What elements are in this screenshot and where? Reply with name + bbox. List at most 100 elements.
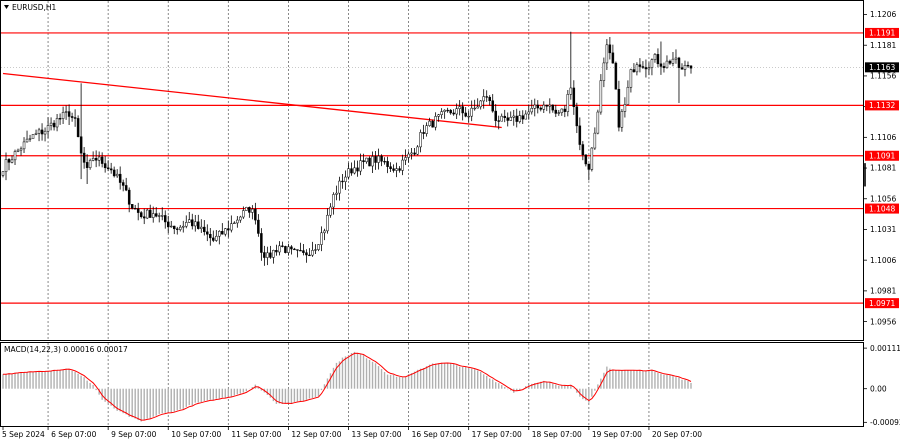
candle (611, 44, 615, 64)
current-price-label: 1.1163 (869, 63, 895, 72)
candle (383, 157, 386, 165)
candle (446, 107, 449, 113)
candle (410, 147, 413, 160)
time-tick-label: 6 Sep 07:00 (51, 430, 97, 439)
price-tick-label: 1.0981 (870, 287, 896, 296)
candle (320, 226, 323, 252)
candle (130, 204, 134, 210)
candle (440, 108, 443, 119)
candle (200, 219, 203, 233)
candle (188, 211, 191, 223)
candle (389, 162, 392, 173)
candle (434, 112, 437, 131)
candle (242, 206, 245, 219)
price-tick-label: 1.1156 (870, 72, 896, 81)
candle (566, 90, 570, 117)
candle (127, 187, 131, 213)
candle (55, 114, 59, 132)
candle (172, 225, 176, 235)
candle (527, 104, 531, 120)
current-price-box (865, 62, 899, 73)
level-label-box-0 (865, 27, 899, 38)
candle (662, 62, 666, 73)
candle (458, 100, 461, 116)
macd-tick-label: -0.00092 (870, 418, 900, 427)
candle (121, 179, 125, 192)
candle (227, 220, 230, 238)
candle (449, 109, 452, 115)
candle (1, 171, 5, 178)
time-tick-label: 10 Sep 07:00 (171, 430, 221, 439)
candle (118, 166, 122, 190)
candle (16, 148, 20, 153)
candle (395, 162, 398, 178)
candle (136, 202, 140, 221)
candle (476, 98, 479, 109)
candle (91, 151, 95, 162)
trendline[interactable] (2, 72, 502, 129)
dropdown-triangle-icon[interactable] (4, 5, 9, 9)
level-label-box-4 (865, 298, 899, 309)
candle (329, 203, 332, 218)
candle (254, 202, 257, 225)
macd-tick-label: 0.00111 (870, 344, 900, 353)
candle (236, 216, 239, 228)
candle (185, 215, 188, 229)
candle (548, 98, 552, 114)
candle (338, 176, 341, 201)
candle (644, 59, 648, 78)
candle (608, 36, 612, 60)
price-tick-label: 1.1106 (870, 133, 896, 142)
candle (317, 244, 320, 252)
candle (260, 228, 263, 261)
horizontal-levels[interactable] (1, 32, 863, 304)
candle (422, 124, 425, 140)
candle (79, 83, 83, 180)
candle (299, 242, 302, 252)
candle (212, 230, 215, 243)
candle (665, 55, 669, 69)
candle (344, 170, 347, 191)
price-tick-label: 1.1006 (870, 256, 896, 265)
candle (142, 208, 146, 225)
candle (581, 141, 585, 161)
candle (674, 49, 678, 64)
candle (73, 109, 77, 127)
candle (461, 102, 464, 121)
candle (52, 120, 56, 131)
candle (281, 241, 284, 248)
candle (263, 245, 266, 266)
candle (431, 119, 434, 128)
candle (275, 244, 278, 256)
candle (584, 154, 588, 167)
candle (668, 59, 672, 65)
trendline-layer[interactable] (2, 72, 502, 129)
candle (557, 109, 561, 116)
candle (356, 160, 359, 177)
candle (4, 152, 8, 181)
candle (677, 56, 681, 103)
candle (503, 109, 506, 123)
candle (536, 100, 540, 114)
candle (437, 113, 440, 122)
candle (323, 228, 326, 241)
candle (314, 244, 317, 255)
candle (374, 151, 377, 170)
candle (560, 108, 564, 116)
candle (470, 100, 473, 122)
price-tick-label: 1.1056 (870, 194, 896, 203)
candle (31, 134, 35, 139)
macd-tick-label: 0.00 (870, 384, 887, 393)
candle (398, 166, 401, 173)
level-label-2: 1.1091 (869, 151, 895, 160)
candle (497, 115, 500, 130)
candle (491, 94, 494, 113)
candle (365, 157, 368, 164)
candle (308, 248, 311, 257)
candle (455, 103, 458, 119)
candle (154, 207, 158, 218)
candle (659, 41, 663, 75)
candle (40, 123, 44, 141)
candle (596, 109, 600, 135)
